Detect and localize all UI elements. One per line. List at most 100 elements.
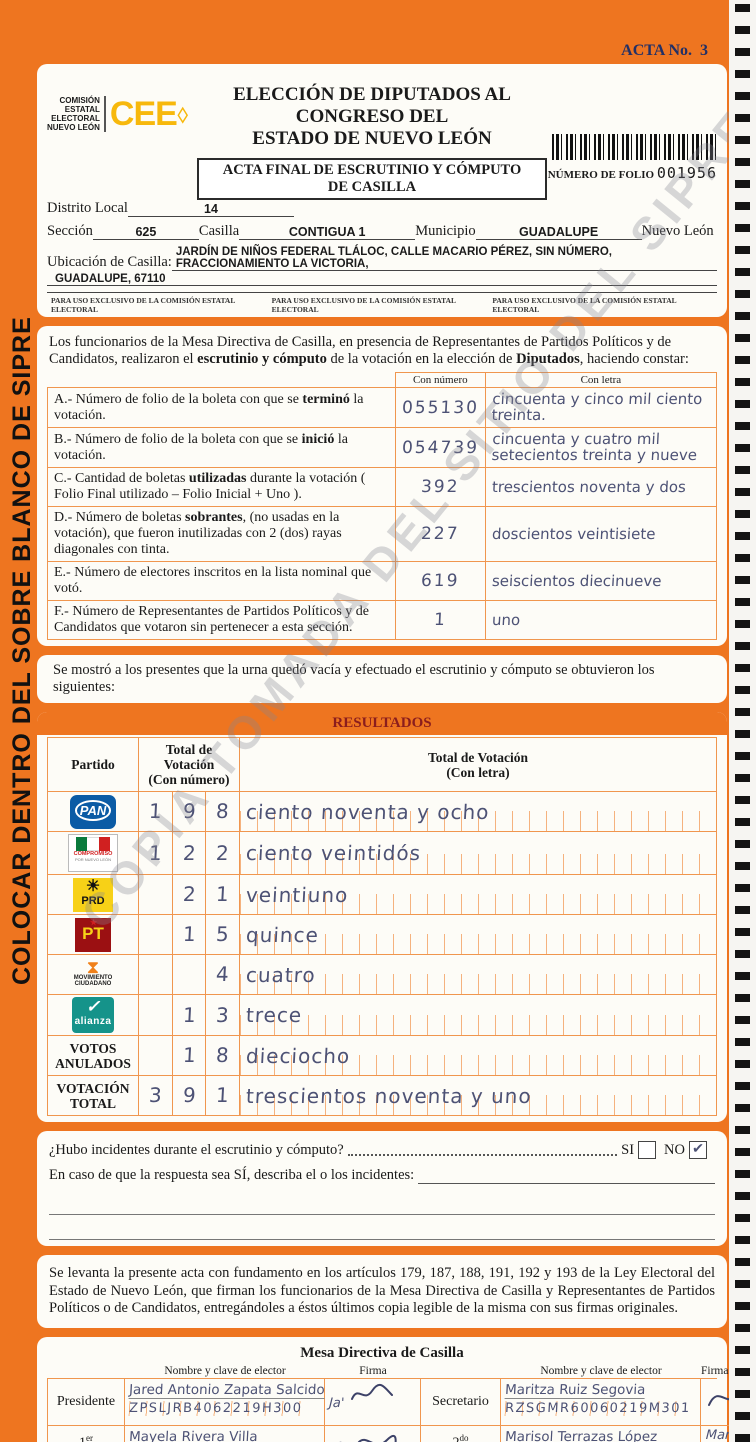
table-row: A.- Número de folio de la boleta con que… xyxy=(47,387,718,428)
row-b-letter: cincuenta y cuatro mil setecientos trein… xyxy=(490,430,698,464)
scrutiny-table: Con número Con letra A.- Número de folio… xyxy=(47,372,718,640)
table-row: C.- Cantidad de boletas utilizadas duran… xyxy=(47,467,718,507)
urn-note-panel: Se mostró a los presentes que la urna qu… xyxy=(37,655,727,703)
votacion-total-label: VOTACIÓN TOTAL xyxy=(47,1075,139,1116)
mesa-col-firma: Firma xyxy=(359,1364,387,1377)
role-2do-escrutador: 2do Escrutador xyxy=(421,1425,501,1442)
table-row: VOTOS ANULADOS 1 8 dieciocho xyxy=(47,1035,717,1076)
mc-votes-letter: cuatro xyxy=(245,962,317,987)
secretario-name: Maritza Ruiz Segovia xyxy=(504,1381,646,1399)
binding-strip xyxy=(729,0,756,1442)
no-label: NO xyxy=(664,1142,685,1158)
table-row: E.- Número de electores inscritos en la … xyxy=(47,561,718,601)
exclusive-use-row: PARA USO EXCLUSIVO DE LA COMISIÓN ESTATA… xyxy=(47,292,717,315)
results-panel: RESULTADOS Partido Total de Votación (Co… xyxy=(37,712,727,1122)
table-row: P ★ T 1 5 quince xyxy=(47,914,717,955)
row-e-letter: seiscientos diecinueve xyxy=(491,571,662,590)
table-row: VOTACIÓN TOTAL 3 9 1 trescientos noventa … xyxy=(47,1075,717,1116)
seccion-value: 625 xyxy=(92,225,199,240)
incidents-question: ¿Hubo incidentes durante el escrutinio y… xyxy=(49,1142,344,1158)
pt-votes-letter: quince xyxy=(245,922,320,947)
table-row: COMPROMISO POR NUEVO LEÓN 1 2 2 ciento v… xyxy=(47,831,717,875)
mesa-col-name: Nombre y clave de elector xyxy=(164,1364,286,1377)
col-partido: Partido xyxy=(47,737,139,792)
prd-votes-letter: veintiuno xyxy=(245,882,349,907)
check-mark: ✔ xyxy=(691,1141,705,1157)
table-row: B.- Número de folio de la boleta con que… xyxy=(47,427,718,468)
role-1er-escrutador: 1er Escrutador xyxy=(47,1425,125,1442)
col-con-numero: Con número xyxy=(394,372,486,388)
mesa-col-name: Nombre y clave de elector xyxy=(540,1364,662,1377)
cee-org-name: COMISIÓN ESTATAL ELECTORAL NUEVO LEÓN xyxy=(47,96,106,132)
ubicacion-line1: JARDÍN DE NIÑOS FEDERAL TLÁLOC, CALLE MA… xyxy=(171,246,717,271)
incidents-panel: ¿Hubo incidentes durante el escrutinio y… xyxy=(37,1131,727,1246)
seccion-label: Sección xyxy=(47,223,93,239)
signature-scribble xyxy=(351,1383,394,1400)
total-votes-letter: trescientos noventa y uno xyxy=(245,1083,533,1108)
row-c-letter: trescientos noventa y dos xyxy=(491,477,687,496)
mesa-col-firma: Firma xyxy=(701,1364,729,1377)
nuevo-leon-shape-icon: ⬨ xyxy=(176,99,189,128)
document-subtitle: ACTA FINAL DE ESCRUTINIO Y CÓMPUTO DE CA… xyxy=(197,158,547,200)
municipio-label: Municipio xyxy=(415,223,476,239)
pt-logo-icon: P ★ T xyxy=(75,917,111,952)
escrutador1-name: Mayela Rivera Villa xyxy=(128,1428,258,1442)
incidents-describe-label: En caso de que la respuesta sea SÍ, desc… xyxy=(49,1167,415,1183)
folio-value: 001956 xyxy=(656,164,717,182)
results-band-title: RESULTADOS xyxy=(37,712,727,735)
acta-number: ACTA No. 3 xyxy=(621,42,708,60)
table-row: ✓ alianza 1 3 trece xyxy=(47,994,717,1036)
row-f-number: 1 xyxy=(433,610,448,630)
row-e-number: 619 xyxy=(420,571,461,591)
mesa-title: Mesa Directiva de Casilla xyxy=(300,1344,464,1361)
secretario-clave: RZSGMR60060219M301 xyxy=(504,1400,692,1416)
scrutiny-intro: Los funcionarios de la Mesa Directiva de… xyxy=(49,334,689,367)
role-secretario: Secretario xyxy=(421,1378,501,1426)
presidente-firma: Ja' xyxy=(325,1378,421,1426)
cee-logo: COMISIÓN ESTATAL ELECTORAL NUEVO LEÓN CE… xyxy=(47,70,197,132)
legal-text: Se levanta la presente acta con fundamen… xyxy=(49,1265,715,1316)
urn-note: Se mostró a los presentes que la urna qu… xyxy=(53,662,655,695)
estado-label: Nuevo León xyxy=(641,223,714,239)
escrutador2-name: Marisol Terrazas López xyxy=(504,1428,658,1442)
votos-anulados-label: VOTOS ANULADOS xyxy=(47,1035,139,1076)
mesa-panel: Mesa Directiva de Casilla Nombre y clave… xyxy=(37,1336,756,1442)
signature-scribble xyxy=(338,1434,397,1442)
header-panel: COMISIÓN ESTATAL ELECTORAL NUEVO LEÓN CE… xyxy=(37,64,727,317)
legal-panel: Se levanta la presente acta con fundamen… xyxy=(37,1255,727,1328)
results-table: Partido Total de Votación (Con número) T… xyxy=(47,737,717,1116)
acta-number-label: ACTA No. xyxy=(621,42,692,59)
anulados-votes-letter: dieciocho xyxy=(245,1043,351,1068)
dotted-leader xyxy=(347,1154,618,1156)
barcode-image xyxy=(552,134,717,160)
si-label: SI xyxy=(621,1142,635,1158)
document-title: ELECCIÓN DE DIPUTADOS AL CONGRESO DEL ES… xyxy=(233,84,511,149)
folio-number: NÚMERO DE FOLIO 001956 xyxy=(547,164,717,182)
scrutiny-panel: Los funcionarios de la Mesa Directiva de… xyxy=(37,326,727,646)
ubicacion-label: Ubicación de Casilla: xyxy=(47,254,172,270)
prd-logo-icon: ☀ PRD xyxy=(73,877,113,912)
movimiento-ciudadano-logo-icon: ⧗ MOVIMIENTO CIUDADANO xyxy=(73,956,113,988)
table-row: ☀ PRD 2 1 veintiuno xyxy=(47,874,717,915)
pan-logo-icon: PAN xyxy=(70,794,116,829)
presidente-name: Jared Antonio Zapata Salcido xyxy=(128,1381,326,1399)
cee-acronym: CEE xyxy=(109,95,178,133)
nueva-alianza-logo-icon: ✓ alianza xyxy=(72,997,114,1033)
ubicacion-line2: GUADALUPE, 67110 xyxy=(47,273,717,286)
no-checkbox: ✔ xyxy=(689,1141,707,1159)
table-row: ⧗ MOVIMIENTO CIUDADANO 4 cuatro xyxy=(47,954,717,995)
pan-votes-letter: ciento noventa y ocho xyxy=(245,799,491,824)
role-presidente: Presidente xyxy=(47,1378,125,1426)
blank-write-line xyxy=(49,1219,715,1240)
acta-number-value: 3 xyxy=(700,42,708,59)
pri-votes-letter: ciento veintidós xyxy=(245,841,422,865)
row-f-letter: uno xyxy=(491,610,521,629)
casilla-value: CONTIGUA 1 xyxy=(239,225,416,240)
row-d-letter: doscientos veintisiete xyxy=(491,524,656,543)
blank-write-line xyxy=(418,1183,715,1184)
escrutador1-firma xyxy=(325,1425,421,1442)
table-row: F.- Número de Representantes de Partidos… xyxy=(47,600,718,640)
casilla-label: Casilla xyxy=(198,223,240,239)
sidebar-vertical-text: COLOCAR DENTRO DEL SOBRE BLANCO DE SIPRE xyxy=(8,316,36,985)
